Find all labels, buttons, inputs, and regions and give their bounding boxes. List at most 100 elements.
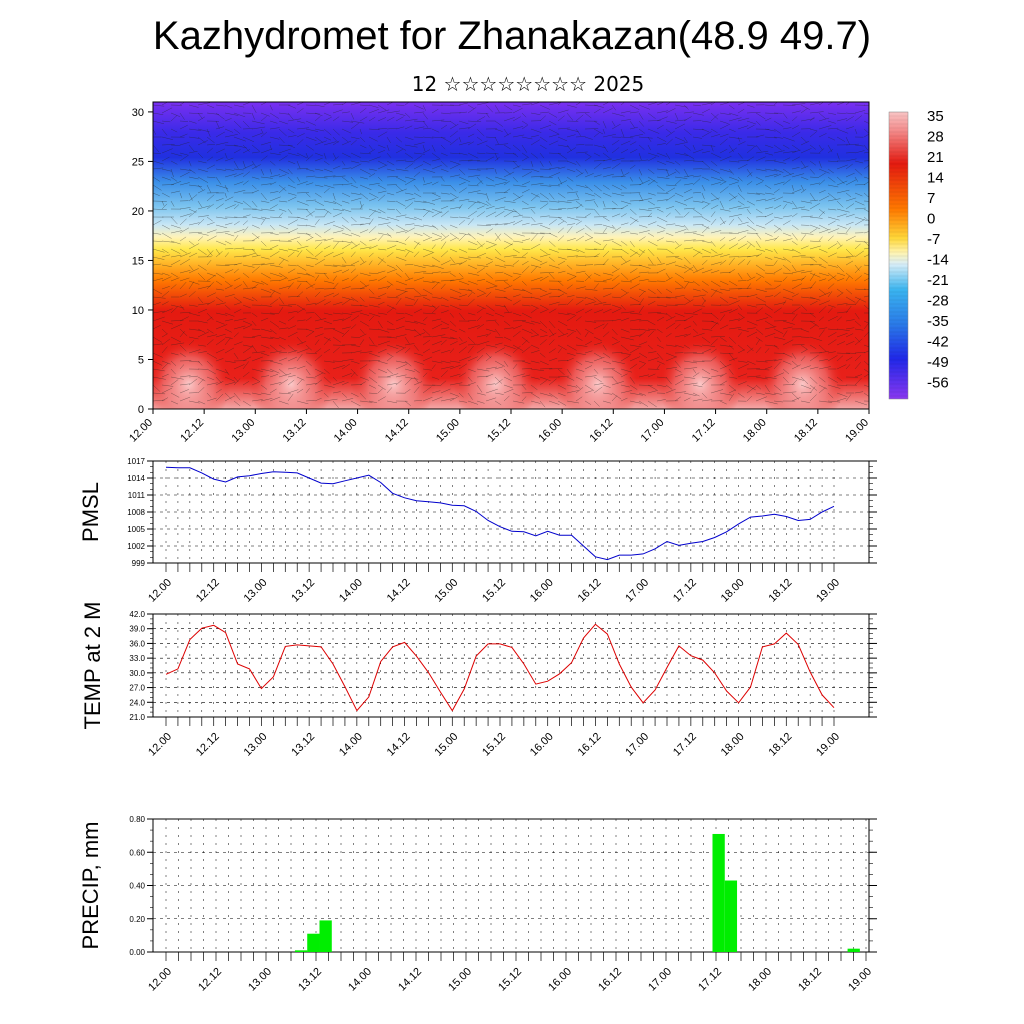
y-tick-label: 21.0 xyxy=(129,713,145,722)
cross-x-tick-label: 18.00 xyxy=(741,417,769,445)
x-tick-label: 16.00 xyxy=(528,731,556,759)
x-tick-label: 14.00 xyxy=(346,966,374,994)
y-tick-label: 42.0 xyxy=(129,610,145,619)
x-tick-label: 12.00 xyxy=(146,966,174,994)
x-tick-label: 12.12 xyxy=(196,966,224,994)
cross-y-tick-label: 15 xyxy=(132,255,144,267)
x-tick-label: 15.00 xyxy=(432,577,460,605)
y-tick-label: 999 xyxy=(132,559,146,568)
y-axis-title: PRECIP, mm xyxy=(78,822,103,950)
colorbar-label: 28 xyxy=(927,129,944,146)
x-tick-label: 18.12 xyxy=(796,966,824,994)
colorbar-label: 7 xyxy=(927,190,935,207)
x-tick-label: 19.00 xyxy=(814,577,842,605)
colorbar-label: 35 xyxy=(927,108,944,125)
cross-x-tick-label: 17.00 xyxy=(639,417,667,445)
y-tick-label: 1008 xyxy=(127,508,145,517)
surface-heat-blobs xyxy=(153,339,845,409)
y-tick-label: 1014 xyxy=(127,474,145,483)
y-tick-label: 33.0 xyxy=(129,654,145,663)
x-tick-label: 18.00 xyxy=(719,577,747,605)
cross-y-tick-label: 0 xyxy=(138,404,144,416)
x-tick-label: 13.00 xyxy=(246,966,274,994)
cross-x-tick-label: 13.00 xyxy=(229,417,257,445)
chart-title: Kazhydromet for Zhanakazan(48.9 49.7) xyxy=(152,14,872,58)
x-tick-label: 17.12 xyxy=(671,731,699,759)
cross-x-tick-label: 17.12 xyxy=(690,417,718,445)
cross-y-tick-label: 25 xyxy=(132,156,144,168)
x-tick-label: 16.00 xyxy=(528,577,556,605)
cross-x-tick-label: 15.12 xyxy=(485,417,513,445)
x-tick-label: 13.00 xyxy=(242,577,270,605)
x-tick-label: 17.00 xyxy=(623,577,651,605)
x-tick-label: 18.12 xyxy=(766,577,794,605)
chart-subtitle: 12 ☆☆☆☆☆☆☆☆ 2025 xyxy=(411,72,645,96)
colorbar-label: -56 xyxy=(927,375,949,392)
wind-streamlines xyxy=(153,102,869,409)
x-tick-label: 15.00 xyxy=(446,966,474,994)
y-axis-title: PMSL xyxy=(78,482,103,542)
cross-y-tick-label: 30 xyxy=(132,107,144,119)
x-tick-label: 15.12 xyxy=(496,966,524,994)
y-tick-label: 0.40 xyxy=(129,882,145,891)
colorbar-label: -42 xyxy=(927,334,949,351)
x-tick-label: 18.00 xyxy=(746,966,774,994)
x-tick-label: 13.12 xyxy=(296,966,324,994)
x-tick-label: 15.12 xyxy=(480,731,508,759)
cross-y-tick-label: 5 xyxy=(138,354,144,366)
x-tick-label: 12.12 xyxy=(194,577,222,605)
x-tick-label: 16.12 xyxy=(576,731,604,759)
colorbar-label: -35 xyxy=(927,313,949,330)
cross-x-tick-label: 18.12 xyxy=(792,417,820,445)
cross-x-tick-label: 19.00 xyxy=(843,417,871,445)
x-tick-label: 13.12 xyxy=(289,577,317,605)
y-tick-label: 30.0 xyxy=(129,669,145,678)
colorbar-labels: 35 28 21 14 7 0 -7 -14 -21 -28 -35 -42 -49 -56 xyxy=(927,108,949,392)
cross-section-x-axis: 12.00 12.12 13.00 13.12 14.00 14.12 15.00 15.12… xyxy=(127,409,871,445)
x-tick-label: 17.12 xyxy=(671,577,699,605)
y-tick-label: 0.00 xyxy=(129,948,145,957)
y-tick-label: 0.60 xyxy=(129,848,145,857)
cross-section-panel: 0 5 10 15 20 25 30 12.00 12.12 13.00 13.12 14.00 14… xyxy=(127,101,871,445)
cross-section-y-axis: 0 5 10 15 20 25 30 xyxy=(132,107,153,416)
series-line xyxy=(165,623,835,712)
temp-panel: 42.0 39.0 36.0 33.0 30.0 27.0 24.0 21.012.00 12.… xyxy=(80,602,877,759)
colorbar: 35 28 21 14 7 0 -7 -14 -21 -28 -35 -42 -49 -56 xyxy=(888,108,949,400)
colorbar-label: -7 xyxy=(927,231,940,248)
x-tick-label: 18.00 xyxy=(719,731,747,759)
x-tick-label: 13.00 xyxy=(242,731,270,759)
x-tick-label: 15.12 xyxy=(480,577,508,605)
x-tick-label: 14.00 xyxy=(337,577,365,605)
x-tick-label: 16.12 xyxy=(596,966,624,994)
y-axis-title: TEMP at 2 M xyxy=(80,602,105,730)
x-tick-label: 19.00 xyxy=(846,966,874,994)
x-tick-label: 18.12 xyxy=(766,731,794,759)
y-tick-label: 27.0 xyxy=(129,684,145,693)
cross-x-tick-label: 16.12 xyxy=(587,417,615,445)
cross-x-tick-label: 13.12 xyxy=(281,417,309,445)
x-tick-label: 13.12 xyxy=(289,731,317,759)
y-tick-label: 0.80 xyxy=(129,815,145,824)
cross-x-tick-label: 14.00 xyxy=(332,417,360,445)
y-tick-label: 1002 xyxy=(127,542,145,551)
colorbar-label: -28 xyxy=(927,293,949,310)
x-tick-label: 12.12 xyxy=(194,731,222,759)
y-tick-label: 36.0 xyxy=(129,639,145,648)
cross-x-tick-label: 12.12 xyxy=(178,417,206,445)
precip-bar xyxy=(294,950,308,952)
colorbar-ramp xyxy=(889,112,908,399)
y-tick-label: 39.0 xyxy=(129,625,145,634)
colorbar-label: -49 xyxy=(927,354,949,371)
precip-bar xyxy=(319,920,332,952)
x-tick-label: 17.12 xyxy=(696,966,724,994)
precip-bar xyxy=(847,948,860,952)
cross-x-tick-label: 16.00 xyxy=(536,417,564,445)
cross-x-tick-label: 15.00 xyxy=(434,417,462,445)
x-tick-label: 12.00 xyxy=(146,577,174,605)
x-tick-label: 16.00 xyxy=(546,966,574,994)
cross-x-tick-label: 14.12 xyxy=(383,417,411,445)
precip-bar xyxy=(712,833,725,952)
